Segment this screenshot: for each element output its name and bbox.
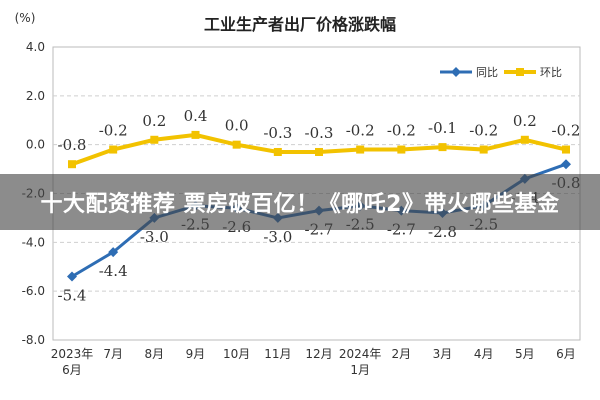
x-tick-label-line2: 6月 [62,363,82,377]
x-tick-label: 2023年 [51,347,94,361]
y-tick-label: 0.0 [26,138,45,152]
data-label-yoy: -3.0 [263,228,292,246]
x-tick-label: 3月 [433,347,453,361]
data-label-mom: -0.3 [305,124,334,142]
x-tick-label: 5月 [515,347,535,361]
data-point-mom [68,160,76,169]
x-tick-label: 12月 [305,347,332,361]
x-tick-label-line2: 1月 [350,363,370,377]
data-point-mom [438,143,447,152]
data-point-mom [562,145,570,154]
data-label-mom: 0.2 [513,112,537,130]
y-tick-label: -6.0 [22,284,45,298]
data-label-mom: -0.2 [552,122,581,140]
data-point-mom [109,145,118,154]
x-tick-label: 11月 [264,347,291,361]
y-tick-label: 4.0 [26,40,45,54]
x-tick-label: 2024年 [339,347,382,361]
data-point-yoy [67,271,77,282]
x-tick-label: 4月 [474,347,494,361]
y-tick-label: 2.0 [26,89,45,103]
data-label-yoy: -3.0 [140,228,169,246]
data-label-mom: -0.1 [428,119,457,137]
data-label-mom: -0.3 [263,124,292,142]
data-point-mom [479,145,488,154]
data-point-mom [315,147,323,156]
x-tick-label: 10月 [223,347,250,361]
legend-label-mom: 环比 [540,66,562,79]
legend-marker-yoy [451,67,461,77]
x-tick-label: 8月 [145,347,165,361]
x-tick-label: 6月 [556,347,576,361]
y-tick-label: -4.0 [22,235,45,249]
data-label-mom: -0.2 [469,122,498,140]
data-label-yoy: -4.4 [99,262,128,280]
data-point-mom [356,145,365,154]
data-point-mom [150,135,159,144]
y-tick-label: -8.0 [22,333,45,347]
data-point-yoy [561,159,571,170]
data-label-mom: -0.2 [346,122,375,140]
legend-marker-mom [516,68,524,76]
legend: 同比 环比 [440,66,562,79]
x-tick-label: 2月 [392,347,412,361]
legend-label-yoy: 同比 [476,66,498,79]
x-tick-label: 9月 [186,347,206,361]
data-label-mom: -0.2 [99,122,128,140]
overlay-banner: 十大配资推荐 票房破百亿！《哪吒2》带火哪些基金 [0,174,600,230]
data-label-yoy: -5.4 [58,287,87,305]
x-ticks: 2023年 6月 7月 8月 9月 10月 11月 12月 2024年 1月 2月 3月 4月 5月 6月 [51,347,576,377]
data-point-mom [397,145,406,154]
x-tick-label: 7月 [103,347,123,361]
overlay-banner-text: 十大配资推荐 票房破百亿！《哪吒2》带火哪些基金 [40,192,560,217]
y-ticks: 4.02.00.0-2.0-4.0-6.0-8.0 [22,40,45,347]
data-point-mom [273,147,282,156]
data-label-mom: 0.4 [184,107,208,125]
data-point-mom [191,130,200,139]
data-label-mom: 0.2 [142,112,166,130]
chart-title: 工业生产者出厂价格涨跌幅 [204,15,396,34]
data-label-mom: 0.0 [225,117,249,135]
data-label-mom: -0.8 [58,136,87,154]
data-point-mom [232,140,241,149]
data-point-yoy [108,247,119,258]
y-axis-label: (%) [15,11,36,25]
data-label-mom: -0.2 [387,122,416,140]
data-point-mom [520,135,529,144]
